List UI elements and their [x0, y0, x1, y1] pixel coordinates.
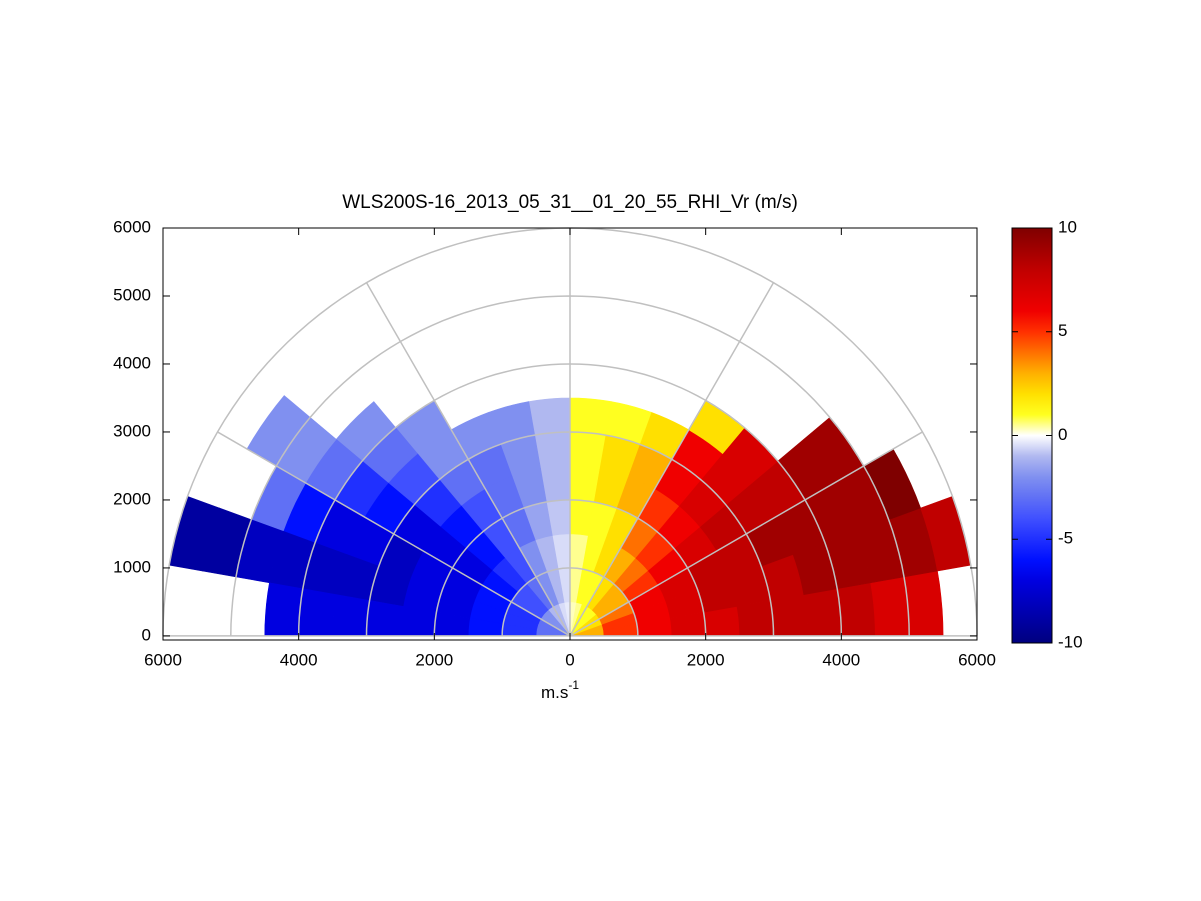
cell [836, 582, 876, 637]
y-tick-label: 4000 [113, 353, 151, 372]
cell [528, 397, 571, 436]
x-tick-label: 6000 [958, 650, 996, 669]
x-axis-label: m.s-1 [541, 678, 579, 702]
cell [870, 576, 910, 637]
cell [534, 431, 571, 469]
cell [332, 594, 370, 637]
x-tick-label: 2000 [415, 650, 453, 669]
colorbar-tick-label: -5 [1058, 529, 1073, 548]
colorbar-tick-label: 0 [1058, 425, 1067, 444]
polar-spoke [569, 282, 775, 637]
colorbar-tick-label: 5 [1058, 321, 1067, 340]
polar-spoke [217, 431, 571, 637]
x-tick-label: 4000 [822, 650, 860, 669]
y-tick-label: 3000 [113, 421, 151, 440]
polar-spoke [365, 282, 571, 637]
y-tick-label: 0 [142, 625, 151, 644]
y-tick-label: 6000 [113, 217, 151, 236]
cell [803, 588, 842, 637]
colorbar-tick-label: 10 [1058, 217, 1077, 236]
y-tick-label: 1000 [113, 557, 151, 576]
chart-title: WLS200S-16_2013_05_31__01_20_55_RHI_Vr (… [342, 192, 798, 213]
x-label-sup: -1 [568, 678, 579, 692]
y-tick-label: 2000 [113, 489, 151, 508]
x-tick-label: 6000 [144, 650, 182, 669]
y-tick-label: 5000 [113, 285, 151, 304]
cell [264, 582, 304, 637]
colorbar-tick-label: -10 [1058, 632, 1083, 651]
cell [298, 588, 337, 637]
x-label-base: m.s [541, 683, 568, 702]
cell [366, 600, 404, 637]
cell [569, 431, 606, 469]
cell [770, 594, 808, 637]
cell [569, 397, 612, 436]
x-tick-label: 4000 [280, 650, 318, 669]
colorbar [1011, 227, 1053, 644]
cell [736, 600, 774, 637]
polar-spoke [569, 431, 923, 637]
cell [903, 570, 944, 637]
x-tick-label: 2000 [687, 650, 725, 669]
x-tick-label: 0 [565, 650, 574, 669]
